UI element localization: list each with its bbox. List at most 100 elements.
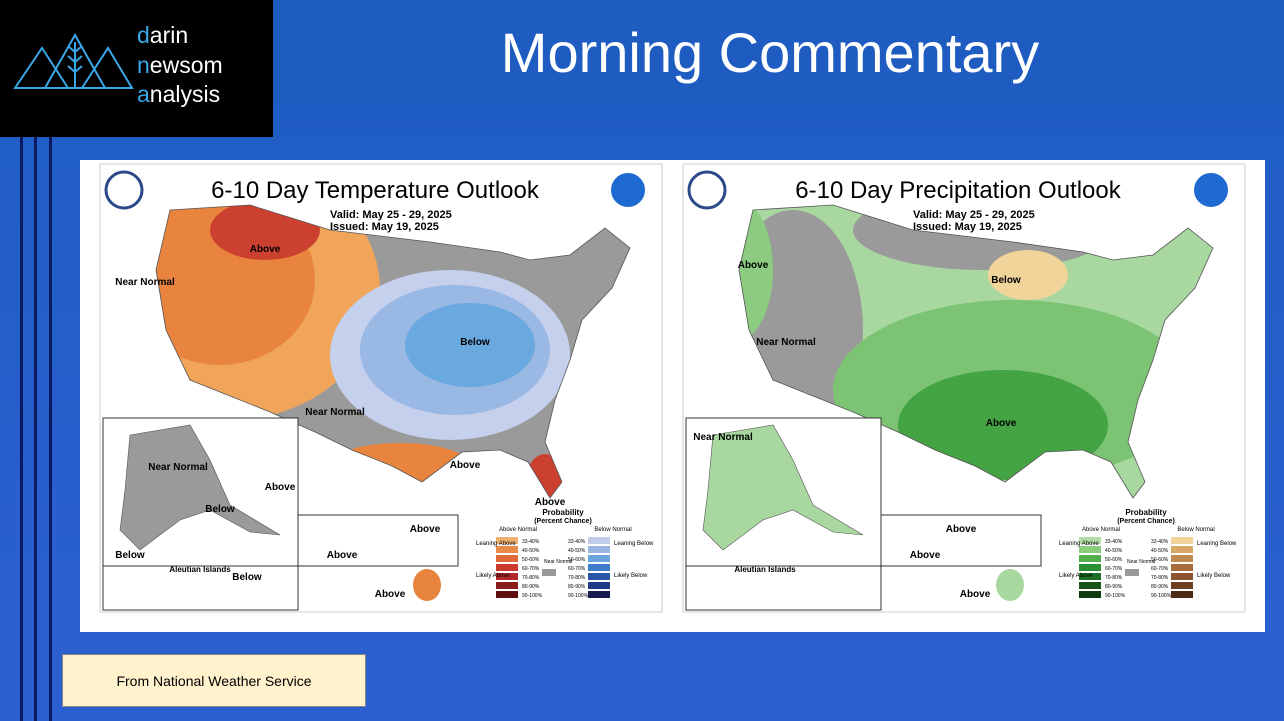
legend-swatch (1171, 591, 1193, 598)
legend-swatch (496, 582, 518, 589)
legend-range: 90-100% (568, 593, 589, 599)
region-label: Above (738, 260, 769, 271)
legend-range: 80-90% (1105, 584, 1123, 590)
legend-swatch (588, 537, 610, 544)
legend-swatch (588, 582, 610, 589)
legend-range: 80-90% (568, 584, 586, 590)
maps: 6-10 Day Temperature Outlook Valid: May 2… (99, 163, 1246, 613)
region-label: Above (410, 524, 441, 535)
legend-swatch (588, 591, 610, 598)
map-title: 6-10 Day Temperature Outlook (211, 177, 540, 204)
source-note: From National Weather Service (62, 654, 366, 707)
legend-group: Likely Above (1059, 573, 1093, 579)
legend-title: Probability (1125, 508, 1167, 517)
region-label: Above (265, 482, 296, 493)
legend-range: 50-60% (1151, 557, 1169, 563)
legend-subtitle: (Percent Chance) (1117, 518, 1175, 525)
region-label: Above (327, 550, 358, 561)
legend-range: 33-40% (568, 539, 586, 545)
legend-swatch (1125, 569, 1139, 576)
legend-range: 33-40% (522, 539, 540, 545)
legend-swatch (1171, 537, 1193, 544)
region-label: Near Normal (115, 277, 175, 288)
legend-range: 60-70% (1151, 566, 1169, 572)
legend-swatch (1171, 564, 1193, 571)
legend-range: 60-70% (1105, 566, 1123, 572)
legend-swatch (1171, 573, 1193, 580)
region-label: Below (205, 504, 235, 515)
region-label: Near Normal (756, 337, 816, 348)
legend-swatch (496, 564, 518, 571)
legend-group: Likely Below (614, 573, 648, 579)
legend-swatch (496, 537, 518, 544)
probability-region (739, 205, 773, 340)
aleutian-inset (102, 565, 299, 611)
legend-range: 40-50% (1105, 548, 1123, 554)
decor-line (49, 137, 52, 721)
legend-group: Leaning Above (1059, 541, 1099, 547)
legend-group: Leaning Above (476, 541, 516, 547)
logo-mark (13, 32, 134, 89)
legend-swatch (588, 546, 610, 553)
legend-range: 90-100% (522, 593, 543, 599)
hawaii (413, 569, 441, 601)
legend-group: Leaning Below (614, 541, 654, 547)
region-label: Above (946, 524, 977, 535)
region-label: Below (232, 572, 262, 583)
decor-line (20, 137, 23, 721)
legend-swatch (1079, 582, 1101, 589)
legend-header: Below Normal (594, 527, 631, 533)
legend-range: 80-90% (522, 584, 540, 590)
legend-range: 70-80% (1105, 575, 1123, 581)
hawaii-inset (297, 514, 459, 567)
legend-title: Probability (542, 508, 584, 517)
legend-swatch (496, 555, 518, 562)
aleutian-inset (685, 565, 882, 611)
logo-word: darin (137, 22, 189, 48)
legend-swatch (1171, 582, 1193, 589)
legend-swatch (496, 573, 518, 580)
legend-header: Above Normal (499, 527, 537, 533)
probability-region (988, 250, 1068, 300)
legend-swatch (1079, 591, 1101, 598)
logo: darin newsom analysis (0, 0, 273, 137)
outlook-map: 6-10 Day Temperature Outlook Valid: May 2… (99, 163, 663, 613)
region-label: Below (991, 275, 1021, 286)
legend-swatch (1079, 564, 1101, 571)
us-outline (738, 204, 1214, 499)
legend-range: 60-70% (522, 566, 540, 572)
noaa-logo (609, 171, 647, 209)
map-valid: Valid: May 25 - 29, 2025 (330, 209, 452, 221)
legend-group: Likely Above (476, 573, 510, 579)
legend-header: Above Normal (1082, 527, 1120, 533)
legend-range: 33-40% (1151, 539, 1169, 545)
legend-range: 60-70% (568, 566, 586, 572)
maps-panel: 6-10 Day Temperature Outlook Valid: May 2… (80, 160, 1265, 632)
legend-range: 50-60% (568, 557, 586, 563)
region-label: Below (115, 550, 145, 561)
region-label: Above (250, 244, 281, 255)
alaska (119, 424, 281, 551)
legend-range: 80-90% (1151, 584, 1169, 590)
region-label: Aleutian Islands (169, 565, 231, 574)
map-title: 6-10 Day Precipitation Outlook (795, 177, 1122, 204)
region-label: Above (986, 418, 1017, 429)
doc-seal (687, 170, 727, 210)
legend-range: 50-60% (522, 557, 540, 563)
legend-swatch (496, 546, 518, 553)
legend-swatch (542, 569, 556, 576)
region-label: Above (910, 550, 941, 561)
legend-swatch (1079, 555, 1101, 562)
legend-range: 90-100% (1105, 593, 1126, 599)
legend-swatch (588, 555, 610, 562)
logo-word: analysis (137, 81, 221, 107)
region-label: Above (450, 460, 481, 471)
region-label: Below (460, 337, 490, 348)
legend-range: 40-50% (568, 548, 586, 554)
decor-line (34, 137, 37, 721)
alaska (702, 424, 864, 551)
region-label: Above (960, 589, 991, 600)
legend-swatch (1079, 546, 1101, 553)
legend-header: Below Normal (1177, 527, 1214, 533)
